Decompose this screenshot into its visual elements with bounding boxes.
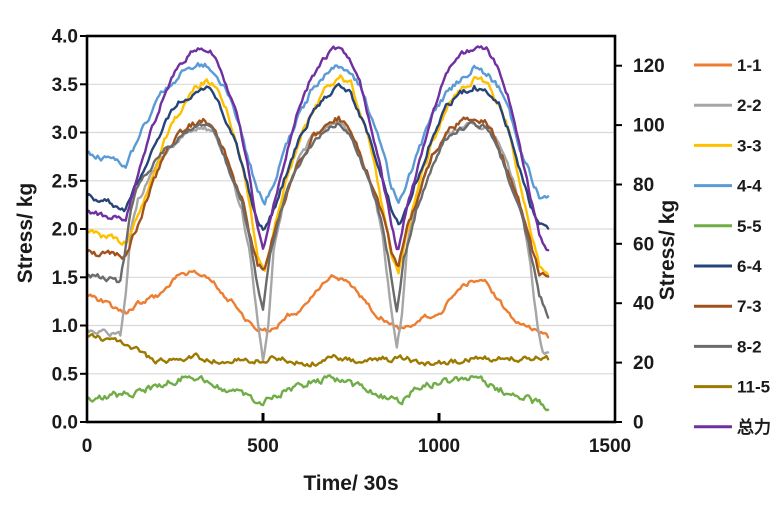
y-axis-title-left: Stress/ kg: [14, 183, 37, 283]
x-tick-label: 1000: [418, 436, 460, 457]
y-right-tick-label: 20: [633, 353, 654, 374]
legend-item-3-3: 3-3: [694, 136, 762, 155]
legend-label-3-3: 3-3: [737, 136, 762, 155]
legend-label-11-5: 11-5: [737, 378, 770, 397]
y-left-tick-label: 3.0: [52, 123, 78, 144]
y-right-tick-label: 80: [633, 175, 654, 196]
legend-item-11-5: 11-5: [694, 378, 770, 397]
axes-and-ticks: [80, 34, 622, 424]
x-tick-label: 0: [82, 436, 93, 457]
y-right-tick-label: 60: [633, 234, 654, 255]
series-line-8-2: [87, 120, 550, 319]
y-left-tick-label: 1.0: [52, 316, 78, 337]
series-line-6-4: [87, 82, 550, 231]
legend-item-7-3: 7-3: [694, 297, 762, 316]
legend: 1-1 2-2 3-3 4-4 5-5 6-4 7-3 8-2 11-5 总力: [694, 56, 771, 437]
y-right-tick-label: 100: [633, 116, 665, 137]
legend-item-5-5: 5-5: [694, 217, 762, 236]
legend-item-4-4: 4-4: [694, 177, 762, 196]
x-tick-label: 1500: [589, 436, 631, 457]
legend-label-4-4: 4-4: [737, 177, 762, 196]
y-axis-title-right: Stress/ kg: [656, 200, 679, 300]
series-line-5-5: [87, 374, 550, 412]
y-left-tick-label: 4.0: [52, 27, 78, 48]
legend-label-1-1: 1-1: [737, 56, 762, 75]
y-left-tick-label: 3.5: [52, 75, 79, 96]
series-line-1-1: [87, 269, 550, 339]
x-tick-label: 500: [247, 436, 279, 457]
legend-label-6-4: 6-4: [737, 257, 762, 276]
series-line-11-5: [87, 333, 550, 368]
legend-item-2-2: 2-2: [694, 96, 762, 115]
x-axis-title: Time/ 30s: [303, 472, 398, 495]
legend-item-1-1: 1-1: [694, 56, 762, 75]
series-line-2-2: [87, 119, 550, 362]
legend-label-总力: 总力: [737, 417, 771, 437]
legend-label-2-2: 2-2: [737, 96, 762, 115]
y-left-tick-label: 0.5: [52, 364, 79, 385]
y-left-tick-label: 2.0: [52, 220, 78, 241]
legend-item-6-4: 6-4: [694, 257, 762, 276]
series-line-7-3: [87, 115, 550, 278]
y-left-tick-label: 1.5: [52, 268, 79, 289]
y-right-tick-label: 40: [633, 294, 654, 315]
legend-label-8-2: 8-2: [737, 337, 762, 356]
legend-label-5-5: 5-5: [737, 217, 762, 236]
legend-item-8-2: 8-2: [694, 337, 762, 356]
data-series-lines: [87, 45, 550, 412]
series-line-4-4: [87, 62, 550, 206]
y-right-tick-label: 120: [633, 56, 665, 77]
legend-label-7-3: 7-3: [737, 297, 762, 316]
tick-labels: 0.0 0.5 1.0 1.5 2.0 2.5 3.0 3.5 4.0 0 20 40 60 80 100 1…: [52, 27, 665, 458]
y-left-tick-label: 0.0: [52, 413, 78, 434]
y-left-tick-label: 2.5: [52, 171, 79, 192]
series-line-总力: [87, 45, 550, 252]
legend-item-总力: 总力: [694, 417, 771, 437]
y-right-tick-label: 0: [633, 413, 644, 434]
